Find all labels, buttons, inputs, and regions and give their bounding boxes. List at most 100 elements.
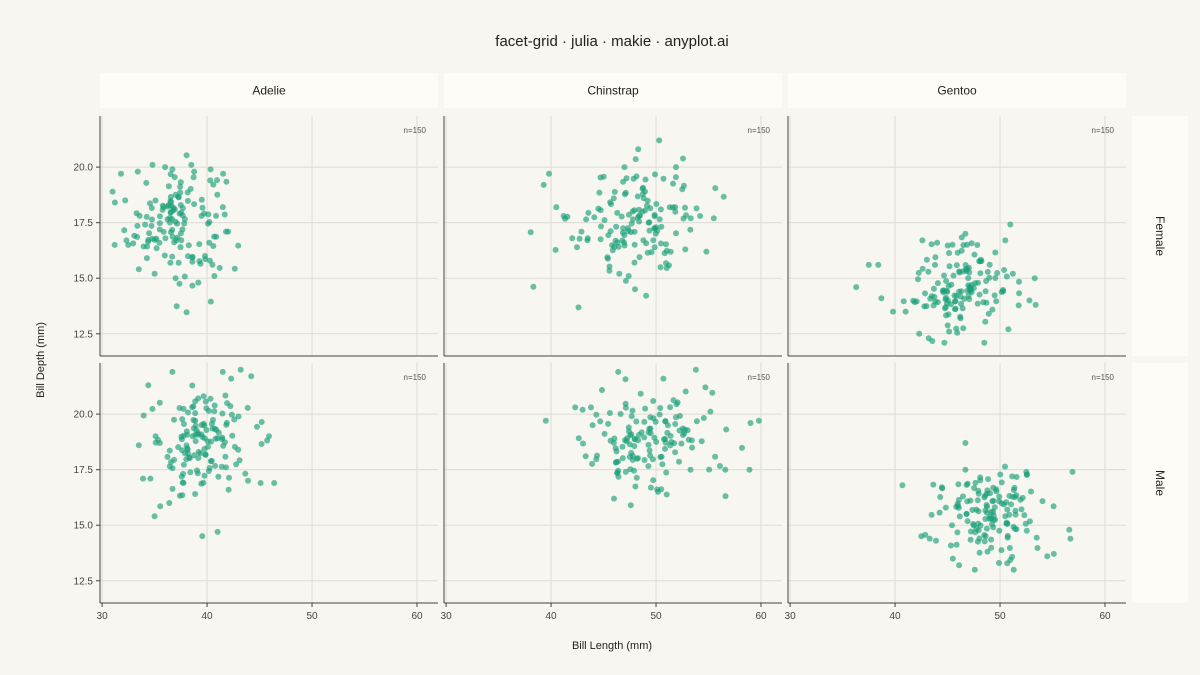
data-point [212,435,219,442]
data-point [236,457,243,464]
data-point [654,486,661,493]
data-point [949,241,956,248]
data-point [964,498,971,505]
data-point [1001,267,1008,273]
data-point [258,441,265,447]
data-point [639,208,646,215]
data-point [597,236,604,243]
data-point [953,262,960,269]
data-point [222,453,229,460]
data-point [184,197,191,204]
data-point [206,257,213,264]
data-point [576,235,583,242]
data-point [183,152,190,159]
data-point [546,170,552,177]
data-point [202,451,209,458]
data-point [136,212,143,219]
data-point [934,280,941,287]
data-point [660,375,667,382]
data-point [578,228,585,235]
x-tick-label: 60 [755,611,767,622]
data-point [660,175,667,182]
data-point [983,525,990,532]
panel-background [444,363,782,603]
data-point [653,201,660,207]
x-tick-label: 40 [202,611,214,622]
data-point [984,503,990,510]
data-point [662,439,669,446]
panel-gentoo-male: 30 40 50 60 n=150 [785,363,1126,622]
data-point [185,409,191,416]
data-point [689,444,696,451]
data-point [177,244,184,251]
data-point [207,177,214,184]
data-point [997,471,1004,478]
data-point [177,183,184,190]
data-point [233,461,240,468]
data-point [196,241,203,248]
data-point [853,284,860,291]
data-point [564,213,571,220]
data-point [165,202,172,209]
data-point [964,518,971,525]
data-point [622,468,629,475]
data-point [687,215,694,222]
data-point [865,261,872,268]
data-point [988,536,995,543]
data-point [930,285,937,292]
data-point [646,227,653,234]
data-point [919,237,926,244]
data-point [953,541,960,548]
data-point [956,562,963,569]
data-point [956,513,963,520]
data-point [943,278,950,284]
data-point [959,305,966,312]
data-point [162,164,169,171]
data-point [574,244,580,251]
data-point [640,184,646,191]
data-point [930,302,937,309]
data-point [944,322,951,329]
data-point [201,472,208,479]
data-point [647,430,654,437]
data-point [644,249,651,256]
data-point [224,400,231,407]
data-point [593,411,600,418]
data-point [639,191,646,197]
data-point [156,226,163,233]
x-tick-label: 60 [411,611,423,622]
data-point [123,237,130,244]
data-point [235,242,242,249]
n-count-label: n=150 [404,126,427,135]
data-point [1010,523,1017,530]
data-point [626,441,633,448]
data-point [201,446,208,452]
data-point [192,417,199,424]
data-point [244,404,251,411]
data-point [229,432,236,439]
data-point [575,304,582,311]
data-point [933,537,939,544]
data-point [687,466,694,473]
data-point [992,275,999,281]
data-point [984,268,991,275]
data-point [219,204,226,211]
data-point [271,480,278,486]
data-point [111,199,118,206]
data-point [176,280,183,287]
data-point [988,515,994,522]
data-point [206,465,213,471]
data-point [1016,290,1023,297]
data-point [153,245,160,252]
data-point [169,485,176,492]
y-tick-label: 12.5 [74,576,94,587]
data-point [222,392,229,399]
data-point [657,264,664,271]
data-point [652,171,658,178]
data-point [589,460,596,467]
data-point [972,280,979,287]
data-point [981,538,988,545]
data-point [189,254,196,261]
data-point [956,288,963,295]
data-point [605,232,612,239]
